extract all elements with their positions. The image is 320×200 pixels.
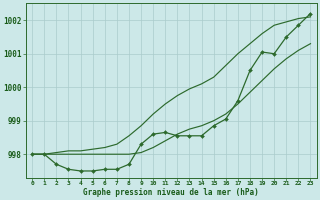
X-axis label: Graphe pression niveau de la mer (hPa): Graphe pression niveau de la mer (hPa) (84, 188, 259, 197)
